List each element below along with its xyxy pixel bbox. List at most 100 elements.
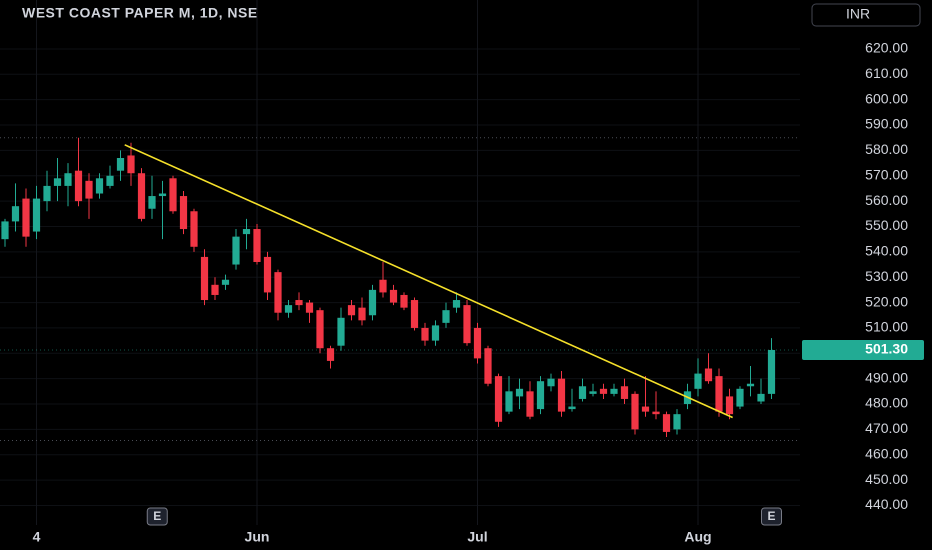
last-price-box [802,340,924,360]
candle-body [368,289,377,316]
last-price-label: 501.30 [865,341,908,357]
currency[interactable]: INR [846,6,870,22]
y-tick-label: 570.00 [865,166,908,182]
candle-body [11,206,20,222]
candle-body [610,388,618,394]
candle-body [452,300,461,308]
y-tick-label: 450.00 [865,471,908,487]
y-tick-label: 460.00 [865,445,908,461]
candle-body [463,305,471,344]
candle-body [715,376,723,412]
currency-box[interactable] [811,3,921,27]
y-tick-label: 470.00 [865,420,908,436]
candle-body [200,256,209,301]
candle-body [316,310,324,349]
grid-layer [0,0,800,525]
candle-body [767,350,776,394]
x-tick-label: Jun [245,529,270,545]
candle-body [673,414,681,430]
x-tick-label: Jul [467,529,487,545]
candle-body [442,310,450,323]
candle-body [484,348,492,384]
candle-body [95,178,104,194]
candle-body [22,198,30,237]
candle-body [347,305,356,316]
candle-body [32,198,41,232]
candle-body [736,388,744,407]
x-tick-label: Aug [684,529,711,545]
candle-body [74,170,83,202]
candle-body [694,373,702,389]
candle-body [137,173,146,219]
y-tick-label: 550.00 [865,217,908,233]
candle-body [662,414,671,432]
candle-body [43,185,51,202]
candle-body [515,388,524,397]
candle-body [568,406,576,410]
trendline [124,144,733,419]
candle-body [704,368,713,382]
candle-body [232,236,240,265]
candle-body [620,386,629,399]
candle-body [389,289,398,303]
x-tick-label: 4 [33,529,41,545]
y-tick-label: 490.00 [865,369,908,385]
candle-body [106,175,114,186]
candle-body [326,348,335,361]
candle-body [1,221,9,240]
candle-body [221,279,230,285]
candle-body [410,300,419,328]
candle-body [148,196,156,209]
candle-body [274,272,282,313]
candle-body [116,158,125,171]
candle-body [242,229,251,235]
candle-body [557,378,566,412]
candle-body [536,381,545,410]
event-marker [761,507,782,526]
chart-title: WEST COAST PAPER M, 1D, NSE [22,5,258,21]
y-tick-label: 620.00 [865,40,908,56]
candle-body [725,396,734,415]
candle-body [85,180,93,199]
y-tick-label: 440.00 [865,496,908,512]
event-marker [146,507,168,526]
candle-body [253,229,261,262]
candle-body [746,383,755,387]
candle-body [547,378,555,387]
candle-body [757,393,765,402]
y-tick-label: 480.00 [865,395,908,411]
candle-body [190,211,198,247]
candle-body [179,196,188,230]
candle-body [526,391,534,417]
candle-body [53,178,62,186]
candle-body [431,325,440,341]
candle-body [305,302,314,313]
candle-body [337,317,345,346]
y-tick-label: 540.00 [865,243,908,259]
y-tick-label: 580.00 [865,141,908,157]
candle-body [127,155,135,174]
candle-body [211,284,219,295]
candle-body [421,327,429,341]
candle-body [379,279,387,293]
candle-body [578,386,587,399]
candle-body [284,305,293,313]
y-tick-label: 610.00 [865,65,908,81]
candle-body [263,256,272,293]
candle-body [652,411,660,415]
event-label: E [767,509,775,523]
candle-body [400,294,408,308]
y-tick-label: 600.00 [865,90,908,106]
candle-body [158,193,167,197]
y-tick-label: 590.00 [865,116,908,132]
candle-body [169,178,177,212]
candle-body [473,327,482,359]
event-label: E [153,509,161,523]
candle-body [589,391,597,394]
y-tick-label: 560.00 [865,192,908,208]
candle-body [641,406,650,412]
candle-body [295,300,303,306]
